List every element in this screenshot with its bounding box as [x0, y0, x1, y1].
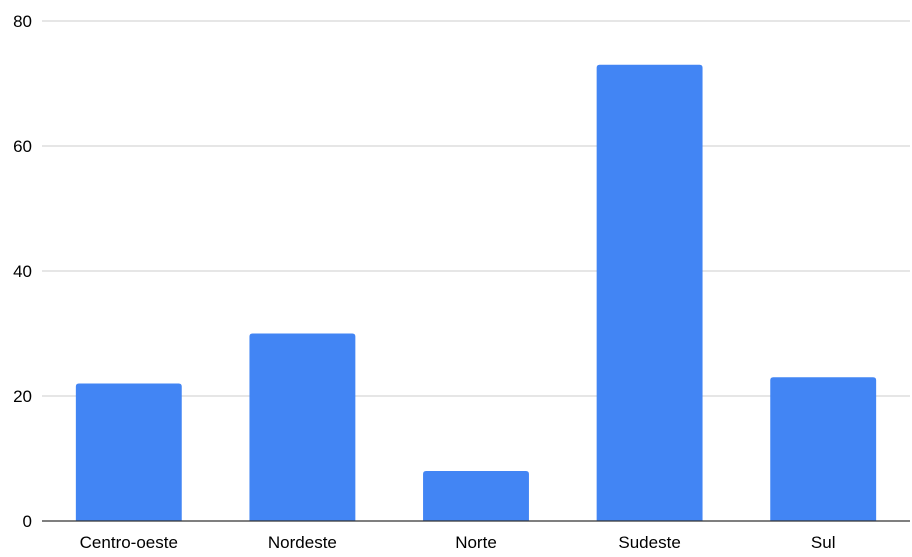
bar-sudeste [596, 64, 703, 521]
bar-nordeste [249, 333, 356, 521]
y-tick-label: 40 [13, 262, 32, 281]
bars [75, 64, 877, 521]
x-axis-labels: Centro-oeste Nordeste Norte Sudeste Sul [80, 533, 836, 552]
x-tick-label: Sul [811, 533, 836, 552]
bar-centro-oeste [75, 383, 182, 521]
y-tick-label: 20 [13, 387, 32, 406]
y-tick-label: 60 [13, 137, 32, 156]
y-tick-label: 80 [13, 12, 32, 31]
y-axis-ticks: 0 20 40 60 80 [13, 12, 32, 531]
bar-sul [770, 377, 877, 521]
x-tick-label: Centro-oeste [80, 533, 178, 552]
x-tick-label: Norte [455, 533, 497, 552]
x-tick-label: Sudeste [618, 533, 680, 552]
gridlines [42, 20, 910, 397]
bar-norte [423, 471, 529, 521]
y-tick-label: 0 [23, 512, 32, 531]
x-tick-label: Nordeste [268, 533, 337, 552]
